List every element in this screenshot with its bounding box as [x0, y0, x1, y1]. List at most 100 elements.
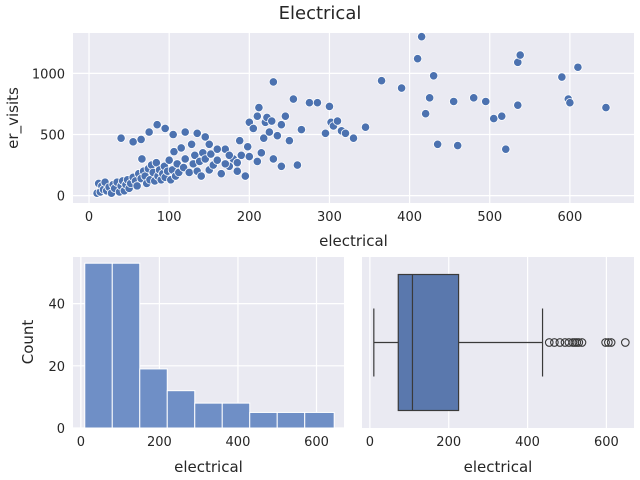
scatter-point: [489, 114, 499, 124]
scatter-point: [557, 72, 567, 82]
scatter-point: [220, 159, 230, 169]
scatter-point: [212, 155, 222, 165]
histogram-bar: [139, 368, 168, 429]
scatter-point: [204, 139, 214, 149]
scatter-point: [200, 132, 210, 142]
scatter-x-label: electrical: [319, 232, 388, 250]
boxplot-outlier: [555, 338, 565, 347]
scatter-point: [116, 133, 126, 143]
histogram-bar: [111, 262, 141, 429]
scatter-point: [212, 144, 222, 154]
scatter-point: [312, 98, 323, 108]
scatter-point: [292, 160, 302, 170]
scatter-point: [267, 116, 277, 126]
scatter-point: [184, 167, 194, 178]
histogram-bar: [304, 411, 335, 429]
scatter-point: [417, 32, 427, 42]
scatter-point: [453, 140, 463, 151]
boxplot-outlier: [550, 338, 559, 347]
scatter-y-tick-label: 500: [40, 129, 65, 144]
scatter-point: [164, 155, 174, 165]
scatter-point: [501, 144, 511, 154]
scatter-point: [216, 169, 226, 179]
histogram-y-tick-label: 20: [48, 360, 65, 375]
scatter-point: [276, 120, 286, 130]
scatter-point: [449, 96, 459, 107]
scatter-x-tick-label: 300: [317, 210, 342, 225]
histogram-y-tick-label: 40: [48, 298, 65, 313]
boxplot-outlier: [601, 338, 610, 347]
boxplot-x-label: electrical: [464, 458, 533, 476]
scatter-point: [152, 120, 162, 130]
scatter-x-tick-label: 600: [557, 210, 582, 225]
boxplot-axes: 0 200 400 600 electrical: [362, 257, 634, 476]
histogram-bar: [194, 402, 223, 429]
scatter-y-label: er_visits: [4, 87, 23, 149]
scatter-point: [169, 147, 179, 157]
boxplot-box: [397, 273, 460, 412]
scatter-point: [332, 116, 343, 126]
boxplot-outlier: [620, 338, 630, 347]
histogram-bar: [276, 411, 306, 429]
scatter-point: [144, 127, 154, 137]
histogram-y-tick-label: 0: [57, 422, 65, 437]
boxplot-x-tick-label: 200: [436, 435, 461, 450]
histogram-x-label: electrical: [174, 458, 243, 476]
histogram-x-tick-label: 400: [226, 435, 251, 450]
scatter-point: [513, 100, 523, 110]
scatter-point: [252, 156, 262, 167]
boxplot-outlier: [577, 338, 587, 347]
scatter-point: [196, 171, 206, 181]
scatter-point: [192, 128, 202, 138]
scatter-point: [433, 139, 443, 149]
scatter-point: [296, 125, 307, 135]
scatter-point: [421, 109, 431, 119]
histogram-x-tick-label: 200: [147, 435, 172, 450]
boxplot-x-tick-label: 600: [594, 435, 619, 450]
scatter-point: [497, 111, 507, 121]
histogram-axes: 0 200 400 600 0 20 40 electrical Count: [19, 257, 344, 476]
boxplot-x-tick-label: 400: [515, 435, 540, 450]
boxplot-outlier: [606, 338, 616, 347]
scatter-axes: 0 100 200 300 400 500 600 0 500 1000 electrical e…: [4, 32, 634, 250]
scatter-point: [256, 148, 266, 158]
scatter-point: [132, 181, 142, 191]
scatter-y-tick-label: 0: [57, 190, 65, 205]
scatter-point: [348, 133, 359, 143]
scatter-point: [324, 101, 335, 111]
scatter-x-tick-label: 500: [477, 210, 502, 225]
boxplot-outlier: [544, 338, 554, 347]
scatter-point: [515, 50, 525, 60]
scatter-x-tick-label: 200: [237, 210, 262, 225]
scatter-point: [565, 98, 575, 108]
scatter-point: [259, 133, 269, 143]
scatter-point: [425, 93, 435, 103]
scatter-point: [252, 111, 262, 121]
scatter-point: [243, 142, 253, 152]
scatter-point: [601, 103, 611, 113]
scatter-point: [244, 151, 254, 162]
scatter-point: [276, 161, 286, 171]
scatter-point: [160, 123, 170, 133]
scatter-point: [272, 131, 282, 141]
scatter-point: [254, 103, 264, 113]
scatter-point: [137, 154, 147, 164]
scatter-point: [232, 158, 242, 168]
scatter-point: [320, 128, 331, 138]
scatter-y-tick-label: 1000: [32, 67, 65, 82]
histogram-bar: [249, 411, 278, 429]
scatter-point: [280, 111, 290, 121]
scatter-point: [176, 143, 186, 153]
boxplot-outlier: [574, 338, 584, 347]
scatter-point: [413, 54, 423, 64]
scatter-point: [180, 154, 190, 164]
scatter-point: [284, 136, 294, 146]
scatter-point: [376, 76, 387, 86]
scatter-point: [240, 171, 250, 181]
scatter-point: [235, 136, 245, 146]
chart-title: Electrical: [279, 3, 362, 24]
scatter-point: [168, 129, 178, 140]
scatter-point: [304, 98, 315, 108]
scatter-point: [248, 123, 258, 133]
scatter-point: [396, 83, 407, 93]
